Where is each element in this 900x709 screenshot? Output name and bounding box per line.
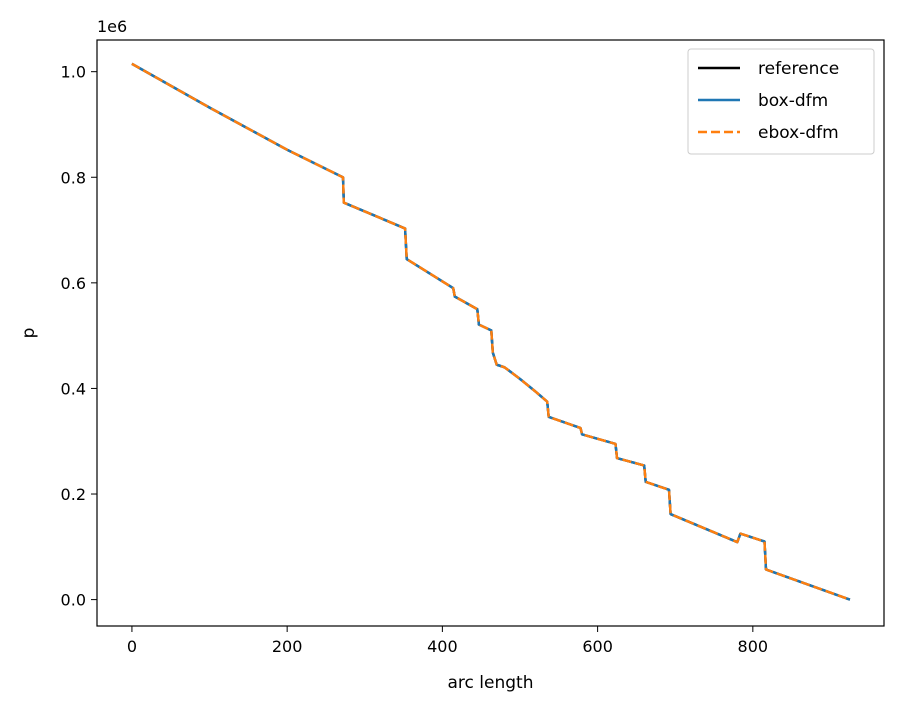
legend-label: box-dfm bbox=[758, 91, 828, 111]
legend-label: ebox-dfm bbox=[758, 123, 839, 143]
y-axis-label: p bbox=[19, 328, 39, 339]
x-tick-label: 600 bbox=[582, 637, 613, 656]
series-layer bbox=[131, 62, 851, 601]
y-tick-label: 0.6 bbox=[61, 274, 86, 293]
ticks-layer: 0 200 400 600 800 0.0 0.2 0.4 0.6 0.8 1.0 bbox=[61, 63, 769, 656]
x-axis-label: arc length bbox=[448, 673, 534, 693]
legend-label: reference bbox=[758, 59, 839, 79]
legend-box bbox=[687, 48, 875, 155]
x-tick-label: 0 bbox=[127, 637, 137, 656]
legend: reference box-dfm ebox-dfm bbox=[687, 48, 875, 155]
y-tick-label: 0.8 bbox=[61, 168, 86, 187]
y-offset-text: 1e6 bbox=[97, 17, 127, 36]
y-tick-label: 0.2 bbox=[61, 485, 86, 504]
x-tick-label: 800 bbox=[738, 637, 769, 656]
series-line-ebox-dfm bbox=[131, 62, 851, 601]
plot-frame bbox=[96, 39, 885, 627]
x-tick-label: 400 bbox=[427, 637, 458, 656]
y-tick-label: 1.0 bbox=[61, 63, 86, 82]
y-tick-label: 0.0 bbox=[61, 591, 86, 610]
x-tick-label: 200 bbox=[272, 637, 303, 656]
y-tick-label: 0.4 bbox=[61, 379, 86, 398]
